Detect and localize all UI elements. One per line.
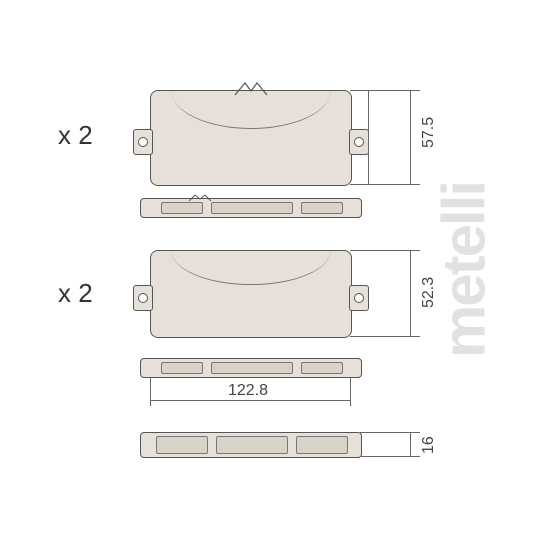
dim-tick <box>406 184 414 185</box>
dim-line <box>410 250 411 336</box>
dim-width: 122.8 <box>228 382 268 400</box>
dim-thickness: 16 <box>420 436 438 454</box>
dim-line <box>410 90 411 184</box>
brake-pad-bottom-edge <box>140 358 362 378</box>
mounting-tab-right <box>349 285 369 311</box>
dim-extension <box>368 90 369 184</box>
dim-tick <box>350 396 351 404</box>
quantity-label-top: x 2 <box>58 120 93 151</box>
dim-tick <box>406 90 414 91</box>
technical-drawing: metelli x 2 57.5 x 2 52.3 <box>0 0 540 540</box>
brake-pad-side-edge <box>140 432 362 458</box>
dim-top-height: 57.5 <box>420 117 438 148</box>
mounting-tab-left <box>133 285 153 311</box>
pad-curve <box>171 90 331 129</box>
mounting-tab-left <box>133 129 153 155</box>
dim-line <box>410 432 411 456</box>
brake-pad-top-edge <box>140 198 362 218</box>
dim-tick <box>406 250 414 251</box>
brake-pad-bottom-face <box>150 250 352 338</box>
pad-curve <box>171 250 331 285</box>
dim-tick <box>406 456 414 457</box>
mounting-tab-right <box>349 129 369 155</box>
quantity-label-bottom: x 2 <box>58 278 93 309</box>
dim-line <box>150 400 350 401</box>
dim-tick <box>406 336 414 337</box>
brake-pad-top-face <box>150 90 352 186</box>
dim-bottom-height: 52.3 <box>420 277 438 308</box>
dim-tick <box>150 396 151 404</box>
brand-watermark: metelli <box>429 182 498 358</box>
dim-tick <box>406 432 414 433</box>
